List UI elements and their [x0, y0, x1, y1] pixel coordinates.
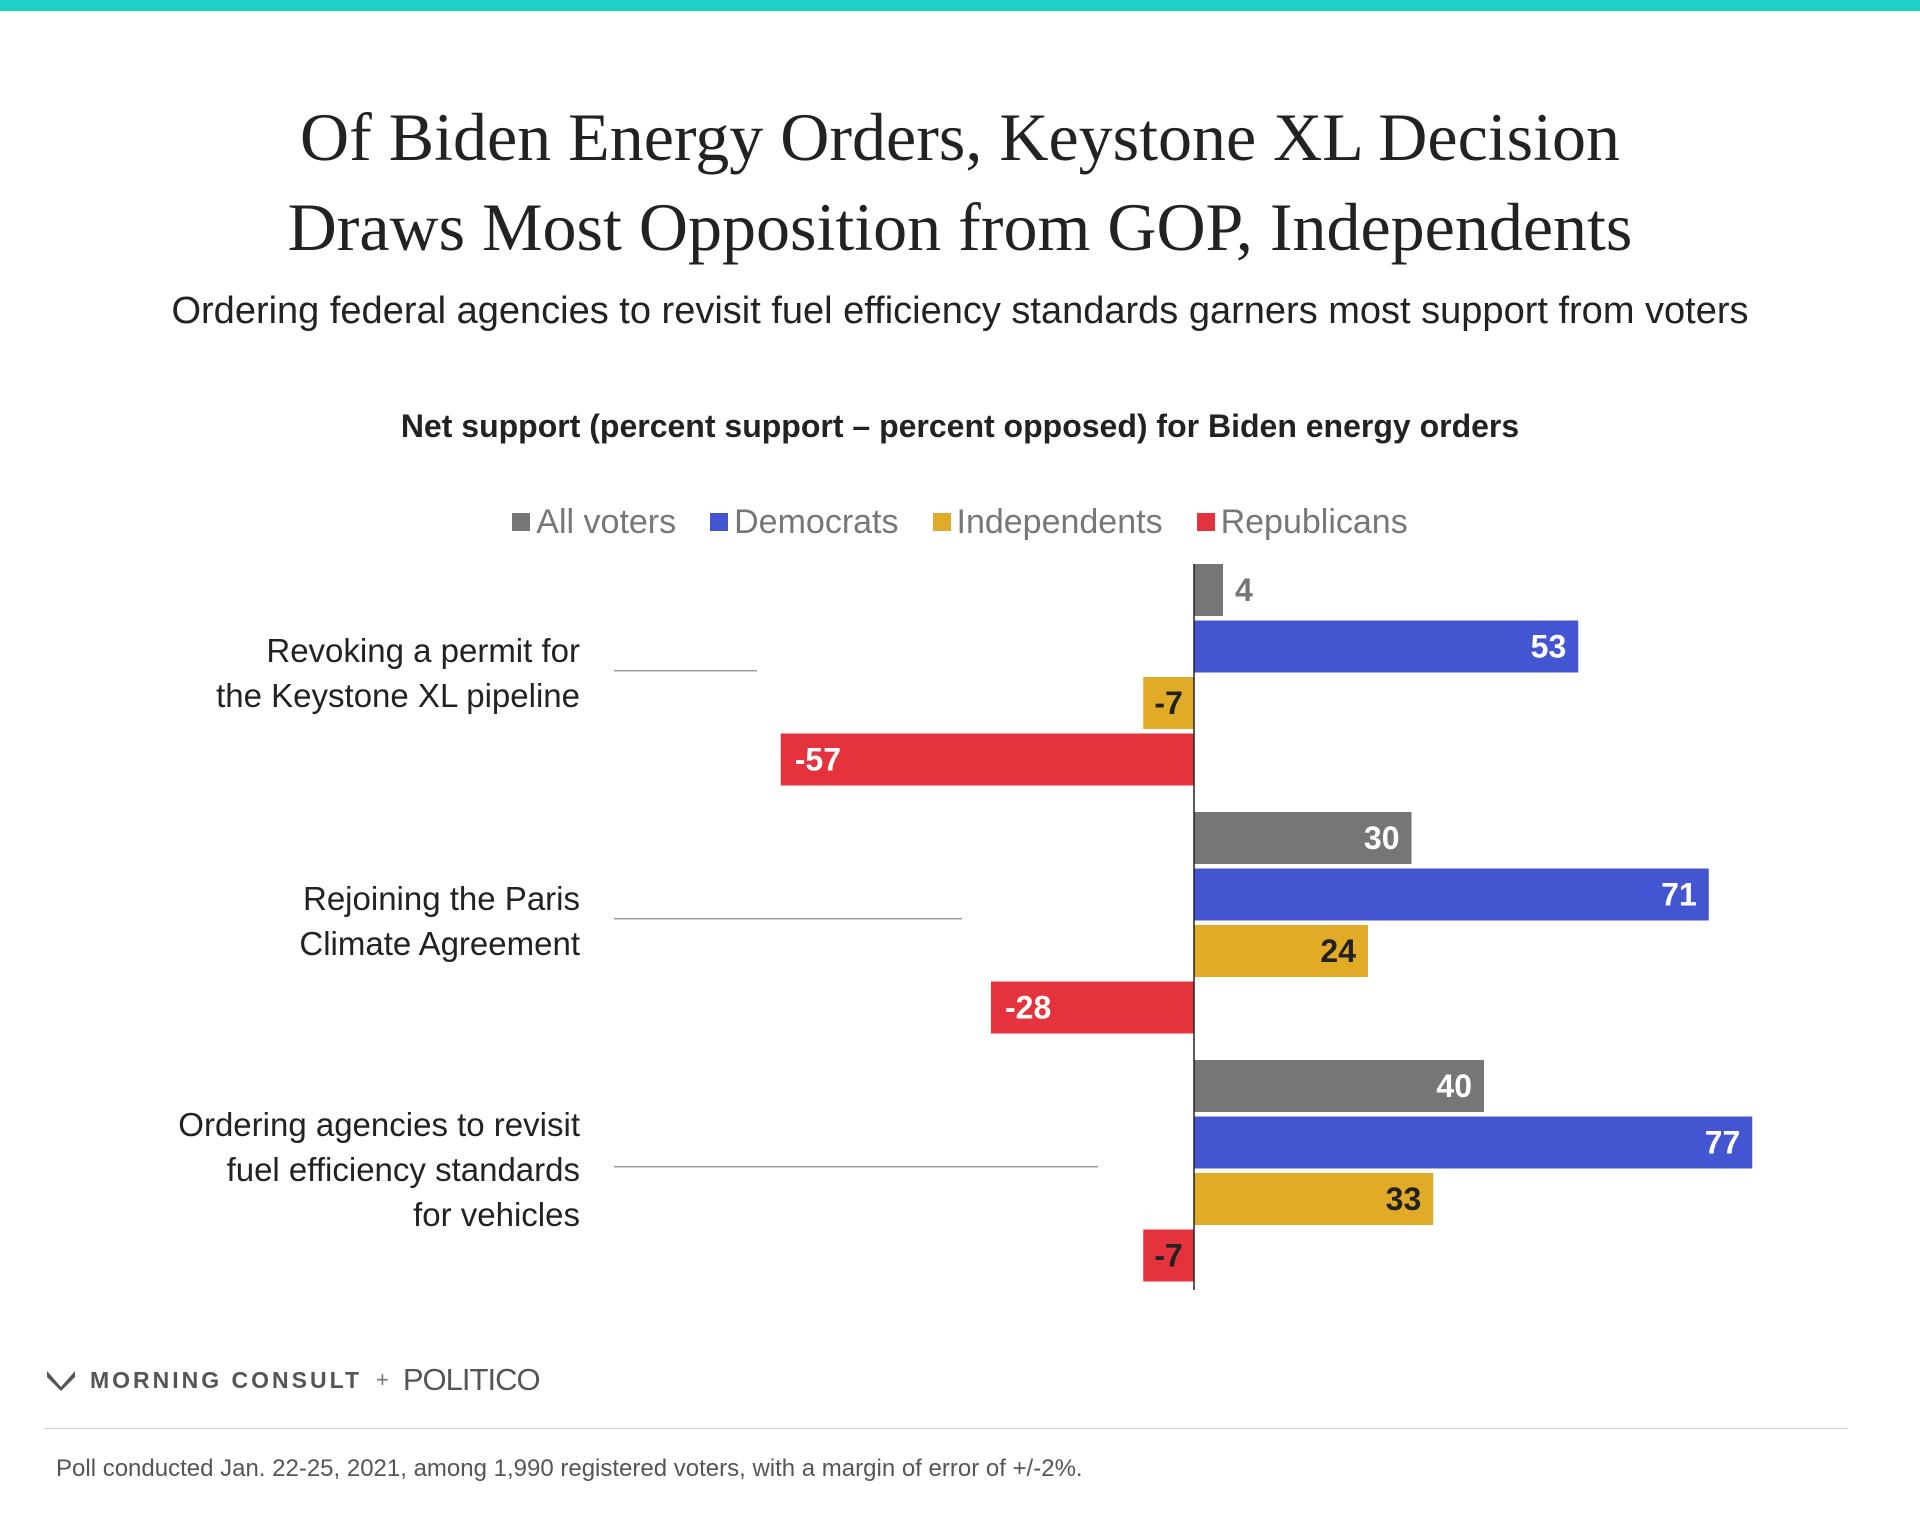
morning-consult-logo-text: MORNING CONSULT	[90, 1366, 363, 1393]
legend-item-democrats: Democrats	[710, 502, 899, 542]
category-label-keystone: Revoking a permit for the Keystone XL pi…	[216, 628, 580, 718]
chart-title-headline: Of Biden Energy Orders, Keystone XL Deci…	[0, 92, 1920, 272]
data-label-democrats-2: 71	[1661, 877, 1697, 913]
data-label-independents-1: -7	[1154, 685, 1182, 721]
legend-label-republicans: Republicans	[1220, 502, 1408, 541]
bar-democrats-1	[1194, 620, 1579, 673]
data-label-all-voters-3: 40	[1436, 1068, 1472, 1104]
data-label-all-voters-2: 30	[1364, 820, 1400, 856]
morning-consult-logo-icon	[47, 1371, 75, 1391]
legend-item-republicans: Republicans	[1196, 502, 1408, 542]
bar-all-voters-2	[1194, 812, 1412, 864]
data-label-republicans-3: -7	[1154, 1238, 1182, 1274]
data-label-republicans-1: -57	[795, 742, 841, 778]
category-label-fuel-line-3: for vehicles	[413, 1196, 580, 1233]
legend-swatch-all-voters	[512, 513, 531, 531]
data-label-independents-2: 24	[1320, 933, 1356, 969]
category-label-keystone-line-1: Revoking a permit for	[266, 632, 580, 669]
data-label-all-voters-1: 4	[1235, 572, 1253, 608]
footer-divider	[44, 1428, 1848, 1429]
bar-democrats-3	[1194, 1116, 1753, 1169]
legend-swatch-republicans	[1196, 513, 1215, 531]
category-label-paris-line-2: Climate Agreement	[299, 925, 580, 962]
category-label-fuel-line-2: fuel efficiency standards	[226, 1151, 580, 1188]
methodology-footnote: Poll conducted Jan. 22-25, 2021, among 1…	[56, 1455, 1083, 1482]
logo-area: MORNING CONSULT + POLITICO	[46, 1362, 541, 1398]
bar-republicans-1	[780, 733, 1194, 786]
title-line-1: Of Biden Energy Orders, Keystone XL Deci…	[299, 99, 1621, 175]
legend-label-independents: Independents	[956, 502, 1163, 541]
bar-all-voters-3	[1194, 1060, 1484, 1112]
chart-heading: Net support (percent support – percent o…	[400, 408, 1520, 444]
data-label-independents-3: 33	[1386, 1181, 1422, 1217]
bar-republicans-3	[1143, 1229, 1194, 1282]
bar-all-voters-1	[1194, 564, 1223, 616]
category-label-paris-line-1: Rejoining the Paris	[303, 880, 580, 917]
legend-swatch-independents	[932, 513, 951, 531]
bar-republicans-2	[991, 981, 1194, 1034]
category-label-fuel-efficiency: Ordering agencies to revisit fuel effici…	[178, 1102, 580, 1237]
legend: All voters Democrats Independents Republ…	[0, 498, 1920, 546]
subtitle: Ordering federal agencies to revisit fue…	[171, 290, 1749, 332]
legend-label-democrats: Democrats	[734, 502, 899, 541]
category-label-keystone-line-2: the Keystone XL pipeline	[216, 677, 580, 714]
politico-logo-text: POLITICO	[402, 1362, 541, 1397]
data-label-democrats-3: 77	[1705, 1125, 1741, 1161]
data-label-republicans-2: -28	[1005, 990, 1051, 1026]
legend-swatch-democrats	[710, 513, 729, 531]
category-label-paris: Rejoining the Paris Climate Agreement	[299, 876, 580, 966]
legend-label-all-voters: All voters	[536, 502, 677, 541]
bar-independents-1	[1143, 677, 1194, 729]
logo-plus: +	[376, 1367, 389, 1392]
bar-independents-2	[1194, 925, 1368, 977]
top-accent-bar	[0, 0, 1920, 11]
title-line-2: Draws Most Opposition from GOP, Independ…	[287, 189, 1633, 265]
data-label-democrats-1: 53	[1531, 629, 1567, 665]
bar-democrats-2	[1194, 868, 1709, 921]
legend-item-all-voters: All voters	[512, 503, 676, 542]
bar-independents-3	[1194, 1173, 1434, 1225]
legend-item-independents: Independents	[932, 502, 1163, 542]
category-label-fuel-line-1: Ordering agencies to revisit	[178, 1106, 580, 1143]
